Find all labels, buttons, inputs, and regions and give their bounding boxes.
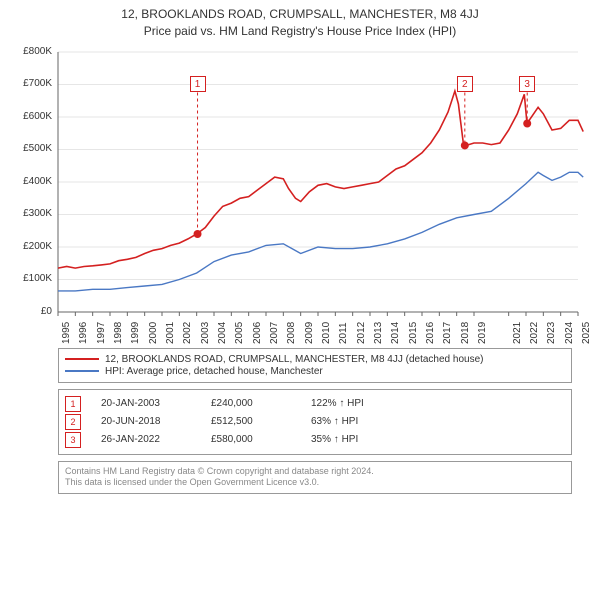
legend-row: 12, BROOKLANDS ROAD, CRUMPSALL, MANCHEST… xyxy=(65,354,565,365)
x-tick-label: 2025 xyxy=(581,321,592,343)
sale-marker-ref: 1 xyxy=(65,396,81,412)
x-tick-label: 2006 xyxy=(252,321,263,343)
line-chart xyxy=(8,44,592,344)
y-tick-label: £800K xyxy=(8,46,52,57)
sale-marker: 3 xyxy=(519,76,535,92)
y-tick-label: £200K xyxy=(8,241,52,252)
x-tick-label: 2013 xyxy=(373,321,384,343)
sale-date: 26-JAN-2022 xyxy=(101,434,191,445)
series-price_paid xyxy=(58,91,583,268)
x-tick-label: 2011 xyxy=(338,322,349,344)
sale-marker: 2 xyxy=(457,76,473,92)
legend-label: HPI: Average price, detached house, Manc… xyxy=(105,366,323,377)
x-tick-label: 2002 xyxy=(182,321,193,343)
sale-marker-ref: 2 xyxy=(65,414,81,430)
x-tick-label: 1996 xyxy=(78,321,89,343)
x-tick-label: 2024 xyxy=(564,321,575,343)
sale-pct-vs-hpi: 35% ↑ HPI xyxy=(311,434,421,445)
y-tick-label: £500K xyxy=(8,143,52,154)
x-tick-label: 2008 xyxy=(286,321,297,343)
sale-row: 3 26-JAN-2022 £580,000 35% ↑ HPI xyxy=(65,432,565,448)
sales-table: 1 20-JAN-2003 £240,000 122% ↑ HPI 2 20-JUN-20… xyxy=(58,389,572,455)
legend-swatch xyxy=(65,358,99,360)
x-tick-label: 2021 xyxy=(512,321,523,343)
series-hpi xyxy=(58,172,583,291)
x-tick-label: 2018 xyxy=(460,321,471,343)
legend-row: HPI: Average price, detached house, Manc… xyxy=(65,366,565,377)
chart-area: £0 £100K £200K £300K £400K £500K £600K £700K £80… xyxy=(8,44,592,344)
sale-row: 2 20-JUN-2018 £512,500 63% ↑ HPI xyxy=(65,414,565,430)
y-tick-label: £100K xyxy=(8,273,52,284)
x-tick-label: 1999 xyxy=(130,321,141,343)
x-tick-label: 2000 xyxy=(148,321,159,343)
x-tick-label: 2005 xyxy=(234,321,245,343)
x-tick-label: 2001 xyxy=(165,321,176,343)
footer-line: Contains HM Land Registry data © Crown c… xyxy=(65,466,565,478)
sale-marker-ref: 3 xyxy=(65,432,81,448)
sale-row: 1 20-JAN-2003 £240,000 122% ↑ HPI xyxy=(65,396,565,412)
sale-pct-vs-hpi: 122% ↑ HPI xyxy=(311,398,421,409)
sale-price: £580,000 xyxy=(211,434,291,445)
x-tick-label: 2012 xyxy=(356,321,367,343)
chart-subtitle: Price paid vs. HM Land Registry's House … xyxy=(8,23,592,40)
footer-notice: Contains HM Land Registry data © Crown c… xyxy=(58,461,572,494)
sale-price: £512,500 xyxy=(211,416,291,427)
sale-marker: 1 xyxy=(190,76,206,92)
sale-price: £240,000 xyxy=(211,398,291,409)
legend-swatch xyxy=(65,370,99,372)
sale-date: 20-JUN-2018 xyxy=(101,416,191,427)
x-tick-label: 2014 xyxy=(390,321,401,343)
chart-title-address: 12, BROOKLANDS ROAD, CRUMPSALL, MANCHEST… xyxy=(8,6,592,23)
x-tick-label: 2004 xyxy=(217,321,228,343)
x-tick-label: 2019 xyxy=(477,321,488,343)
x-tick-label: 2010 xyxy=(321,321,332,343)
y-tick-label: £600K xyxy=(8,111,52,122)
x-tick-label: 2003 xyxy=(200,321,211,343)
y-tick-label: £300K xyxy=(8,208,52,219)
x-tick-label: 2017 xyxy=(442,321,453,343)
y-tick-label: £700K xyxy=(8,78,52,89)
x-tick-label: 2023 xyxy=(546,321,557,343)
y-tick-label: £0 xyxy=(8,306,52,317)
x-tick-label: 2015 xyxy=(408,321,419,343)
sale-pct-vs-hpi: 63% ↑ HPI xyxy=(311,416,421,427)
x-tick-label: 1997 xyxy=(96,321,107,343)
x-tick-label: 1998 xyxy=(113,321,124,343)
x-tick-label: 2022 xyxy=(529,321,540,343)
y-tick-label: £400K xyxy=(8,176,52,187)
x-tick-label: 2016 xyxy=(425,321,436,343)
legend: 12, BROOKLANDS ROAD, CRUMPSALL, MANCHEST… xyxy=(58,348,572,383)
x-tick-label: 2007 xyxy=(269,321,280,343)
legend-label: 12, BROOKLANDS ROAD, CRUMPSALL, MANCHEST… xyxy=(105,354,483,365)
x-tick-label: 2009 xyxy=(304,321,315,343)
sale-date: 20-JAN-2003 xyxy=(101,398,191,409)
footer-line: This data is licensed under the Open Gov… xyxy=(65,477,565,489)
x-tick-label: 1995 xyxy=(61,321,72,343)
